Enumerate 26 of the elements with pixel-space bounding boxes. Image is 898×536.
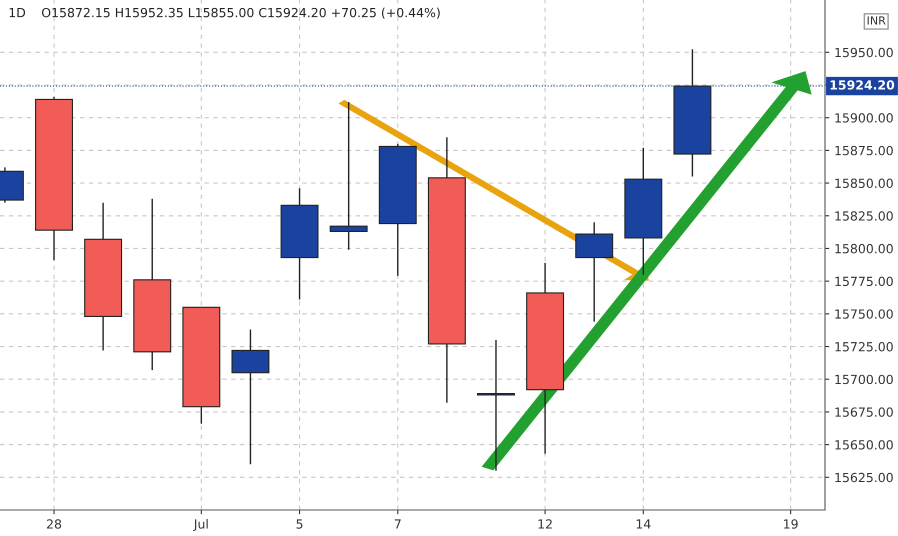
x-tick-label: Jul	[193, 519, 208, 532]
ref-line-label: 15924.20	[830, 80, 894, 90]
y-tick-label: 15900.00	[835, 113, 893, 123]
x-tick-label: 14	[636, 519, 651, 529]
y-tick-label: 15800.00	[835, 244, 893, 254]
y-tick-label: 15850.00	[835, 178, 893, 188]
y-tick-label: 15625.00	[835, 472, 893, 482]
x-tick-label: 12	[538, 519, 552, 529]
y-tick-label: 15825.00	[835, 211, 893, 221]
candlestick	[477, 339, 515, 472]
y-tick-label: 15650.00	[835, 440, 893, 450]
candlestick	[330, 101, 368, 250]
y-tick-label: 15725.00	[835, 342, 893, 352]
text: INR	[868, 16, 886, 25]
y-tick-label: 15700.00	[835, 374, 893, 384]
y-tick-label: 15750.00	[835, 309, 893, 319]
y-tick-label: 15950.00	[835, 48, 893, 58]
y-tick-label: 15675.00	[835, 407, 893, 417]
annotation: O15872.15 H15952.35 L15855.00 C15924.20 +70.25 (+0.44%)	[42, 8, 440, 19]
x-tick-label: 19	[784, 519, 798, 529]
x-tick-label: 28	[46, 519, 62, 529]
y-tick-label: 15875.00	[835, 146, 893, 156]
x-tick-label: 7	[394, 519, 401, 529]
x-tick-label: 5	[296, 519, 302, 529]
text: 1D	[10, 8, 26, 18]
y-tick-label: 15775.00	[835, 276, 893, 286]
